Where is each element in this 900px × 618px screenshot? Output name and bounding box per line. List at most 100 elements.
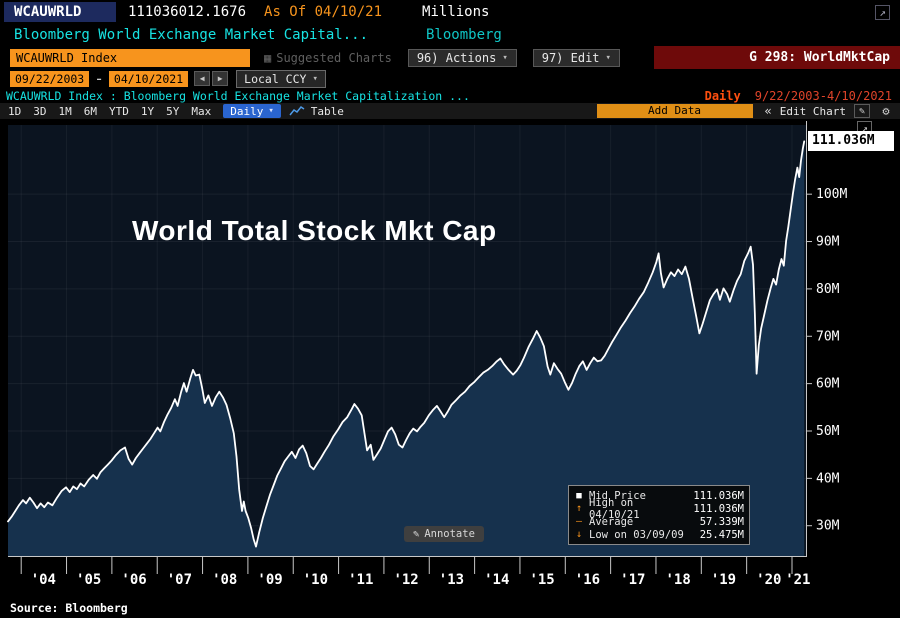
next-period-button[interactable]: ▶ — [212, 71, 229, 86]
svg-text:'09: '09 — [257, 572, 282, 588]
legend-value: 111.036M — [693, 502, 744, 515]
low-marker-icon: ↓ — [575, 529, 583, 540]
svg-text:60M: 60M — [816, 377, 840, 392]
svg-text:70M: 70M — [816, 329, 840, 344]
actions-label: 96) Actions — [416, 50, 497, 65]
svg-text:90M: 90M — [816, 235, 840, 250]
svg-text:100M: 100M — [816, 187, 847, 202]
chart-description: WCAUWRLD Index : Bloomberg World Exchang… — [6, 88, 470, 103]
edit-chart-button[interactable]: Edit Chart — [779, 104, 846, 118]
average-marker-icon: — — [575, 516, 583, 527]
legend-label: Average — [589, 515, 634, 528]
svg-text:50M: 50M — [816, 424, 840, 439]
line-chart-icon[interactable] — [289, 105, 305, 117]
svg-text:30M: 30M — [816, 519, 840, 534]
legend-label: High on 04/10/21 — [589, 496, 640, 521]
tab-max[interactable]: Max — [191, 104, 212, 118]
date-separator: - — [94, 69, 104, 88]
table-button[interactable]: Table — [310, 104, 344, 118]
range-bar: 09/22/2003 - 04/10/2021 ◀ ▶ Local CCY ▾ — [0, 69, 900, 88]
chart-title: World Total Stock Mkt Cap — [132, 215, 497, 246]
ticker-label: WCAUWRLD — [4, 2, 116, 22]
top-bar: WCAUWRLD 111036012.1676 As Of 04/10/21 M… — [0, 0, 900, 24]
last-value-badge: 111.036M — [808, 131, 894, 152]
currency-label: Local CCY — [244, 71, 307, 86]
svg-text:'19: '19 — [711, 572, 736, 588]
currency-select[interactable]: Local CCY ▾ — [236, 69, 326, 88]
tab-5y[interactable]: 5Y — [166, 104, 180, 118]
legend-row-low[interactable]: ↓ Low on 03/09/09 25.475M — [574, 528, 744, 541]
suggested-charts-button[interactable]: ▦ Suggested Charts — [264, 51, 392, 65]
description-bar: Bloomberg World Exchange Market Capital.… — [0, 24, 900, 46]
svg-text:'16: '16 — [575, 572, 600, 588]
annotate-label: Annotate — [424, 528, 475, 540]
chart-toolbar: 1D 3D 1M 6M YTD 1Y 5Y Max Daily ▾ Table … — [0, 103, 900, 119]
legend-row-average[interactable]: — Average 57.339M — [574, 515, 744, 528]
actions-menu-button[interactable]: 96) Actions ▾ — [407, 48, 517, 67]
legend-label: Low on 03/09/09 — [589, 528, 684, 541]
chart-legend: ■ Mid Price 111.036M ↑ High on 04/10/21 … — [568, 485, 750, 545]
svg-text:'17: '17 — [620, 572, 645, 588]
series-square-icon: ■ — [576, 490, 582, 501]
svg-text:'18: '18 — [665, 572, 690, 588]
caret-down-icon: ▾ — [268, 106, 274, 116]
svg-text:40M: 40M — [816, 471, 840, 486]
edit-label: 97) Edit — [541, 50, 600, 65]
frequency-label: Daily — [704, 88, 741, 103]
market-cap-chart[interactable]: 30M 40M 50M 60M 70M 80M 90M 100M '04 '05 '06 '07 '08… — [0, 119, 900, 597]
function-tag: G 298: WorldMktCap — [654, 46, 900, 69]
end-date-input[interactable]: 04/10/2021 — [108, 70, 189, 87]
tab-3d[interactable]: 3D — [33, 104, 47, 118]
annotate-button[interactable]: ✎ Annotate — [404, 526, 484, 542]
svg-text:'06: '06 — [121, 572, 146, 588]
popout-icon[interactable]: ↗ — [875, 4, 890, 20]
svg-text:'21: '21 — [785, 572, 810, 588]
source-bar: Source: Bloomberg — [0, 597, 900, 618]
edit-menu-button[interactable]: 97) Edit ▾ — [532, 48, 620, 67]
chart-header-bar: WCAUWRLD Index : Bloomberg World Exchang… — [0, 88, 900, 103]
prev-period-button[interactable]: ◀ — [194, 71, 211, 86]
tab-6m[interactable]: 6M — [83, 104, 97, 118]
date-range-label: 9/22/2003-4/10/2021 — [754, 88, 892, 103]
legend-label: Mid Price — [589, 489, 646, 502]
legend-row-high[interactable]: ↑ High on 04/10/21 111.036M — [574, 497, 744, 521]
svg-text:'05: '05 — [76, 572, 101, 588]
security-description: Bloomberg World Exchange Market Capital.… — [14, 27, 369, 43]
caret-down-icon: ▾ — [312, 73, 318, 84]
legend-row-mid-price[interactable]: ■ Mid Price 111.036M — [574, 489, 744, 502]
tab-1y[interactable]: 1Y — [140, 104, 155, 118]
caret-down-icon: ▾ — [502, 52, 508, 63]
periodicity-dropdown[interactable]: Daily ▾ — [223, 104, 281, 118]
svg-text:'04: '04 — [31, 572, 56, 588]
start-date-input[interactable]: 09/22/2003 — [10, 70, 90, 87]
pencil-icon[interactable]: ✎ — [854, 104, 870, 118]
svg-text:'14: '14 — [484, 572, 509, 588]
units-label: Millions — [422, 4, 490, 20]
svg-text:'11: '11 — [348, 572, 373, 588]
svg-text:'15: '15 — [529, 572, 554, 588]
svg-text:'12: '12 — [393, 572, 418, 588]
source-label: Source: Bloomberg — [10, 600, 128, 615]
tab-1d[interactable]: 1D — [8, 104, 22, 118]
legend-value: 111.036M — [693, 489, 744, 502]
chart-area: 30M 40M 50M 60M 70M 80M 90M 100M '04 '05 '06 '07 '08… — [0, 119, 900, 597]
annotate-pencil-icon: ✎ — [413, 528, 420, 540]
add-data-field[interactable]: Add Data — [596, 104, 753, 118]
tab-1m[interactable]: 1M — [58, 104, 72, 118]
svg-text:'08: '08 — [212, 572, 237, 588]
security-input[interactable]: WCAUWRLD Index — [10, 48, 250, 67]
svg-text:'20: '20 — [756, 572, 781, 588]
as-of-date: As Of 04/10/21 — [264, 4, 383, 20]
high-marker-icon: ↑ — [575, 503, 583, 514]
collapse-icon[interactable]: « — [764, 104, 772, 118]
gear-icon[interactable]: ⚙ — [882, 104, 890, 118]
vendor-label: Bloomberg — [426, 27, 502, 43]
caret-down-icon: ▾ — [605, 52, 611, 63]
suggested-charts-label: Suggested Charts — [276, 50, 392, 65]
grid-icon: ▦ — [264, 50, 272, 65]
svg-text:80M: 80M — [816, 282, 840, 297]
tab-ytd[interactable]: YTD — [109, 104, 129, 118]
legend-value: 57.339M — [699, 515, 744, 528]
menu-bar: WCAUWRLD Index ▦ Suggested Charts 96) Ac… — [0, 46, 900, 69]
